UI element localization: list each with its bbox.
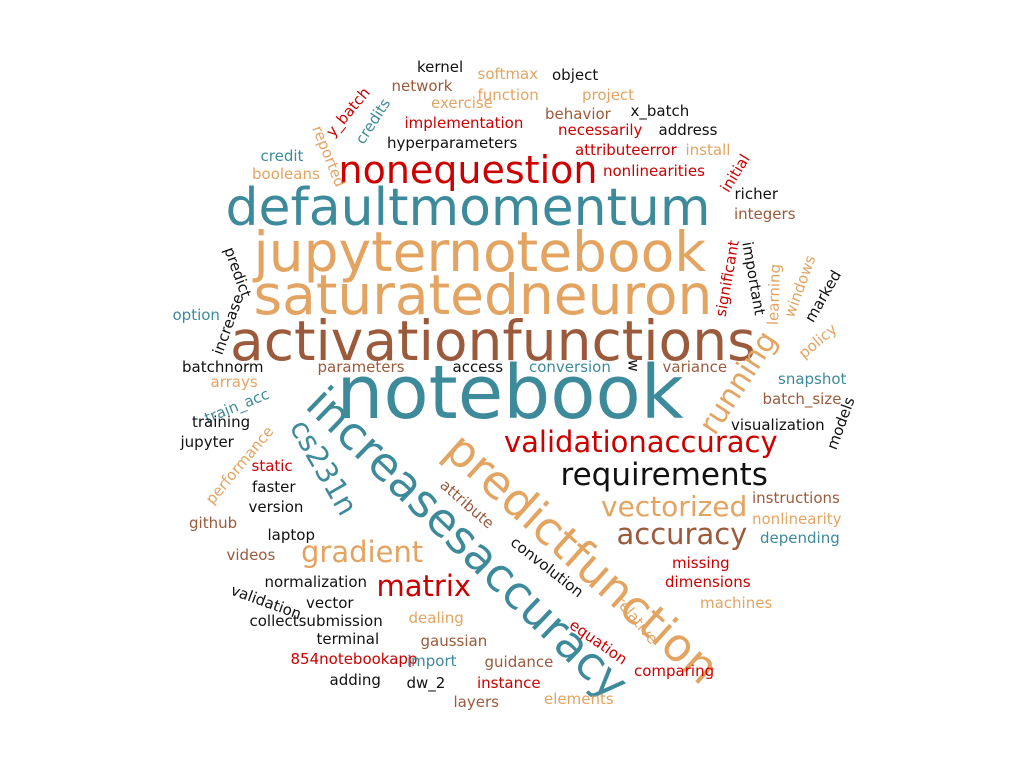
word-instance: instance [477,673,541,692]
word-normalization: normalization [264,572,368,591]
word-project: project [582,85,635,104]
word-accuracy: accuracy [616,516,748,551]
word-hyperparameters: hyperparameters [387,133,518,152]
word-import: import [407,651,457,670]
word-dealing: dealing [408,608,464,627]
word-nonlinearity: nonlinearity [752,509,842,528]
word-854notebookapp: 854notebookapp [290,649,418,668]
word-validationaccuracy: validationaccuracy [504,424,778,459]
word-credit: credit [260,146,304,165]
word-vectorized: vectorized [601,490,748,523]
word-guidance: guidance [484,652,554,671]
word-significant: significant [711,238,743,318]
word-batch-size: batch_size [762,389,842,408]
word-jupyter: jupyter [180,432,234,451]
word-gradient: gradient [301,534,424,569]
word-necessarily: necessarily [558,120,643,139]
word-address: address [658,120,718,139]
word-requirements: requirements [560,456,768,493]
word-network: network [391,76,453,95]
word-batchnorm: batchnorm [182,357,264,376]
word-version: version [248,497,304,516]
word-exercise: exercise [431,93,493,112]
word-collectsubmission: collectsubmission [249,611,383,630]
word-behavior: behavior [545,104,611,123]
word-missing: missing [672,553,730,572]
word-nonequestion: nonequestion [338,148,598,192]
word-visualization: visualization [731,415,825,434]
word-instructions: instructions [752,488,840,507]
word-arrays: arrays [210,372,258,391]
word-snapshot: snapshot [778,369,847,388]
word-option: option [172,305,220,324]
word-important: important [738,239,769,316]
word-implementation: implementation [404,113,524,132]
word-richer: richer [734,184,778,203]
word-jupyternotebook: jupyternotebook [253,219,707,284]
word-static: static [251,456,293,475]
word-layers: layers [453,692,499,711]
word-videos: videos [226,545,276,564]
word-conversion: conversion [529,357,611,376]
word-policy: policy [795,319,841,362]
word-laptop: laptop [267,525,315,544]
word-variance: variance [662,357,728,376]
word-github: github [189,513,238,532]
word-nonlinearities: nonlinearities [603,161,705,180]
word-booleans: booleans [252,164,320,183]
word-learning: learning [763,263,784,325]
word-elements: elements [544,689,614,708]
word-predict: predict [220,244,256,300]
word-dimensions: dimensions [665,572,751,591]
word-x-batch: x_batch [630,101,690,120]
word-saturatedneuron: saturatedneuron [253,262,713,327]
word-adding: adding [329,670,381,689]
word-defaultmomentum: defaultmomentum [225,178,711,238]
word-kernel: kernel [417,57,464,76]
word-dw-2: dw_2 [406,673,446,692]
word-training: training [192,412,251,431]
word-softmax: softmax [477,64,539,83]
word-faster: faster [252,477,296,496]
word-integers: integers [734,204,796,223]
word-function: function [477,85,539,104]
word-depending: depending [760,528,840,547]
word-access: access [452,357,504,376]
word-activationfunctions: activationfunctions [230,308,756,373]
word-terminal: terminal [316,629,380,648]
word-install: install [685,140,731,159]
word-vector: vector [306,593,354,612]
word-object: object [552,65,599,84]
word-comparing: comparing [634,661,715,680]
word-notebook: notebook [336,350,684,436]
word-gaussian: gaussian [420,631,488,650]
word-attributeerror: attributeerror [575,140,677,159]
word-w: w [624,358,643,372]
word-matrix: matrix [376,568,472,603]
word-machines: machines [700,593,773,612]
word-parameters: parameters [317,357,405,376]
